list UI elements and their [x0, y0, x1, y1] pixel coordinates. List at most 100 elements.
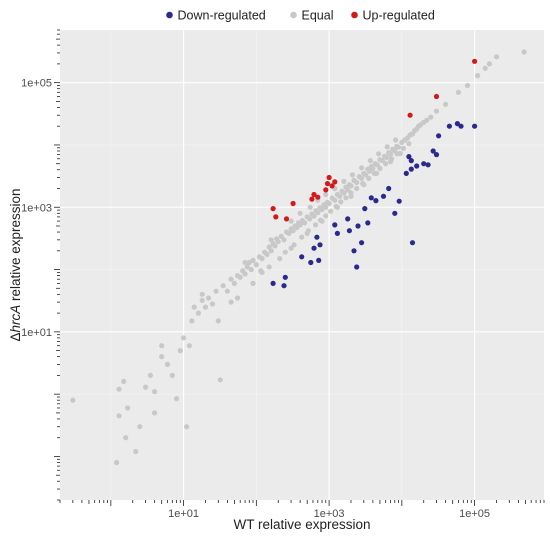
y-tick-label: 1e+03 — [21, 202, 52, 214]
legend-key-down-regulated — [166, 11, 173, 19]
point-equal — [377, 165, 383, 171]
point-equal — [220, 283, 226, 289]
point-down-regulated — [414, 163, 420, 169]
point-equal — [433, 108, 440, 114]
point-equal — [323, 213, 329, 219]
point-up-regulated — [273, 214, 279, 220]
point-equal — [393, 137, 399, 143]
point-equal — [159, 343, 165, 349]
point-equal — [304, 230, 310, 236]
point-equal — [363, 172, 369, 178]
x-tick-label: 1e+01 — [168, 508, 199, 520]
point-equal — [248, 267, 254, 273]
point-equal — [133, 448, 139, 455]
y-axis-title: ΔhrcA relative expression — [8, 188, 23, 341]
point-down-regulated — [362, 206, 368, 212]
axis-ticks — [54, 29, 545, 506]
point-down-regulated — [472, 123, 478, 129]
point-equal — [259, 256, 265, 262]
point-equal — [181, 335, 187, 341]
point-equal — [217, 377, 223, 383]
point-equal — [521, 49, 527, 55]
point-equal — [116, 386, 122, 392]
legend-key-up-regulated — [351, 11, 358, 19]
point-equal — [334, 204, 340, 210]
point-equal — [482, 65, 488, 71]
point-equal — [307, 216, 313, 222]
point-equal — [384, 154, 390, 161]
point-equal — [147, 372, 153, 378]
point-equal — [332, 197, 338, 203]
point-equal — [116, 413, 122, 419]
y-axis-title-prefix: Δ — [8, 333, 23, 342]
point-equal — [348, 183, 354, 189]
point-equal — [319, 206, 325, 213]
point-up-regulated — [407, 112, 413, 118]
point-equal — [376, 151, 382, 157]
point-equal — [169, 372, 175, 378]
point-equal — [250, 280, 256, 286]
point-equal — [288, 245, 294, 251]
point-equal — [281, 237, 287, 243]
point-down-regulated — [354, 264, 360, 270]
point-equal — [384, 144, 390, 150]
point-up-regulated — [290, 200, 296, 207]
point-equal — [367, 158, 373, 164]
point-equal — [244, 264, 250, 270]
point-equal — [250, 257, 256, 263]
point-equal — [361, 182, 367, 188]
point-equal — [205, 295, 212, 301]
point-down-regulated — [386, 185, 392, 192]
point-down-regulated — [409, 240, 416, 246]
point-equal — [186, 343, 192, 349]
point-up-regulated — [309, 196, 315, 202]
point-equal — [397, 150, 403, 157]
point-equal — [475, 73, 481, 79]
point-equal — [307, 204, 313, 210]
point-equal — [323, 191, 329, 198]
point-equal — [228, 276, 234, 282]
point-equal — [277, 256, 283, 262]
point-equal — [125, 405, 131, 411]
point-down-regulated — [345, 216, 351, 222]
point-down-regulated — [314, 234, 320, 240]
point-up-regulated — [283, 216, 290, 222]
point-up-regulated — [433, 93, 440, 100]
point-down-regulated — [436, 133, 442, 139]
point-down-regulated — [332, 222, 338, 228]
point-down-regulated — [346, 228, 352, 234]
point-equal — [424, 117, 430, 123]
point-equal — [428, 114, 434, 120]
point-down-regulated — [408, 158, 414, 164]
point-down-regulated — [446, 123, 452, 129]
point-equal — [388, 151, 394, 157]
point-down-regulated — [365, 220, 371, 226]
point-equal — [383, 161, 389, 167]
point-equal — [114, 459, 120, 466]
point-equal — [341, 190, 347, 196]
point-down-regulated — [433, 152, 440, 158]
point-equal — [282, 249, 288, 255]
point-equal — [359, 165, 365, 171]
point-equal — [268, 237, 274, 243]
x-tick-label: 1e+05 — [459, 508, 490, 520]
point-equal — [237, 274, 243, 280]
point-equal — [202, 304, 209, 310]
point-equal — [272, 243, 278, 249]
point-equal — [312, 222, 319, 228]
point-down-regulated — [454, 121, 460, 127]
point-up-regulated — [326, 174, 332, 181]
point-equal — [137, 424, 143, 430]
point-equal — [215, 318, 221, 324]
points-layer — [70, 49, 527, 466]
point-down-regulated — [299, 254, 305, 260]
point-equal — [259, 269, 265, 275]
point-equal — [199, 291, 205, 297]
point-equal — [486, 61, 492, 67]
point-up-regulated — [472, 58, 478, 64]
point-down-regulated — [406, 154, 412, 160]
point-equal — [224, 288, 230, 294]
point-equal — [164, 361, 171, 367]
point-equal — [299, 234, 305, 240]
